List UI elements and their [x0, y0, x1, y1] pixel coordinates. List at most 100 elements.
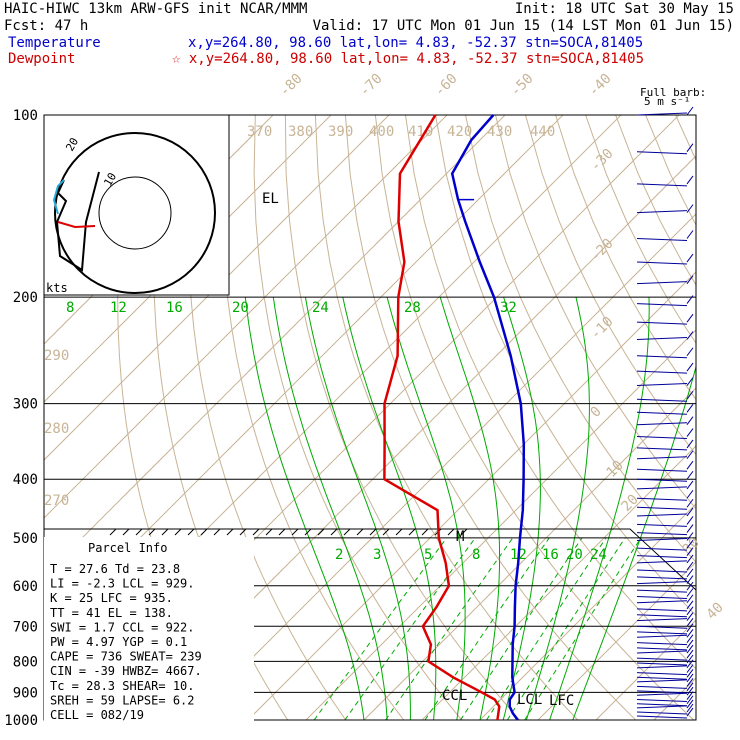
parcel-info-row: Tc = 28.3 SHEAR= 10. [50, 679, 195, 693]
wind-barb-flag [686, 673, 694, 683]
hatch-mark [252, 528, 260, 536]
mixing-ratio-label: 20 [566, 547, 583, 563]
parcel-info-row: T = 27.6 Td = 23.8 [50, 562, 180, 576]
moist-adiabat-line [342, 296, 437, 720]
wind-barb-flag [686, 594, 694, 604]
wind-barb-flag [686, 106, 694, 116]
wind-barb-flag [686, 612, 694, 621]
dry-adiabat-line [495, 115, 696, 510]
parcel-info-row: SREH = 59 LAPSE= 6.2 [50, 693, 195, 707]
isotherm-label: -70 [357, 71, 386, 100]
temperature-legend-info: x,y=264.80, 98.60 lat,lon= 4.83, -52.37 … [188, 35, 643, 51]
parcel-info-row: K = 25 LFC = 935. [50, 591, 173, 605]
parcel-info-row: CIN = -39 HWBZ= 4667. [50, 664, 202, 678]
wind-barb-flag [686, 606, 694, 616]
theta-e-label: 24 [312, 300, 329, 316]
wind-barb-shaft [636, 456, 688, 460]
dry-adiabat-line [675, 115, 696, 162]
wind-barb-flag [686, 539, 694, 549]
hatch-mark [187, 528, 195, 536]
theta-e-label: 32 [500, 300, 517, 316]
wind-barb-flag [686, 703, 694, 713]
wind-barb-flag [686, 617, 694, 627]
isotherm-line [479, 503, 696, 720]
wind-barb-shaft [636, 513, 688, 517]
wind-barb-flag [686, 695, 694, 705]
hodograph-ring-label: 10 [101, 171, 119, 189]
wind-barb-shaft [636, 634, 688, 638]
hodograph-ring-outer [54, 132, 216, 294]
dewpoint-legend-label: Dewpoint [8, 51, 75, 67]
wind-barb-flag [686, 498, 694, 508]
theta-label: 390 [328, 124, 353, 140]
dry-adiabat-line [706, 115, 740, 720]
wind-barbs [636, 106, 694, 719]
theta-e-label: 16 [166, 300, 183, 316]
wind-barb-shaft [636, 647, 688, 651]
theta-label: 440 [530, 124, 555, 140]
dry-adiabat-line [221, 115, 405, 720]
parcel-boundary [44, 528, 697, 591]
isotherm-line [44, 115, 390, 461]
hodograph: kts 20 10 [43, 114, 230, 296]
isotherm-label: -30 [588, 146, 617, 175]
wind-barb-flag [686, 275, 694, 284]
wind-barb-flag [686, 699, 694, 709]
hatch-mark [408, 528, 416, 536]
hatch-mark [135, 528, 143, 536]
dry-adiabat-line [555, 115, 696, 401]
hatch-mark [278, 528, 286, 536]
moist-adiabat-line [439, 296, 501, 720]
barb-legend-line1: Full barb: [640, 86, 706, 99]
wind-barb-flag [686, 634, 694, 643]
wind-barb-flag [686, 568, 694, 578]
hatch-mark [356, 528, 364, 536]
parcel-info-row: CAPE = 736 SWEAT= 239 [50, 650, 202, 664]
hatch-mark [395, 528, 403, 536]
wind-barb-flag [686, 516, 694, 525]
wind-barb-shaft [636, 576, 688, 580]
wind-barb-shaft [636, 676, 688, 680]
wind-barb-shaft [636, 711, 688, 715]
wind-barb-shaft [636, 447, 688, 451]
theta-label: 290 [44, 348, 69, 364]
wind-barb-shaft [636, 692, 688, 696]
isotherm-line [189, 213, 696, 720]
theta-e-label: 20 [232, 300, 249, 316]
pressure-axis: 100 200 300 400 500 600 700 800 900 1000 [4, 108, 38, 729]
mixing-ratio-line [460, 537, 583, 720]
wind-barb-flag [686, 649, 694, 659]
wind-barb-flag [686, 659, 694, 669]
isotherm-label: -40 [586, 71, 615, 100]
wind-barb-flag [686, 331, 694, 340]
wind-barb-shaft [636, 596, 688, 600]
isotherm-line [247, 271, 696, 720]
wind-barb-flag [686, 623, 694, 633]
pressure-label: 500 [13, 531, 38, 547]
wind-barb-flag [686, 682, 694, 692]
hatch-mark [291, 528, 299, 536]
wind-barb-flag [686, 532, 694, 541]
model-title: HAIC-HIWC 13km ARW-GFS init NCAR/MMM [4, 1, 307, 17]
pressure-label: 300 [13, 397, 38, 413]
wind-barb-shaft [636, 383, 688, 387]
parcel-info-row: TT = 41 EL = 138. [50, 606, 173, 620]
pressure-label: 900 [13, 685, 38, 701]
moist-adiabat-line [386, 296, 466, 720]
theta-e-label: 12 [110, 300, 127, 316]
wind-barb-shaft [636, 468, 688, 472]
plot-frame [43, 114, 697, 721]
wind-barb-flag [686, 524, 694, 533]
hatch-mark [109, 528, 117, 536]
isotherm-label: -60 [432, 71, 461, 100]
wind-barb-flag [686, 313, 694, 323]
wind-barb-flag [686, 547, 694, 556]
wind-barb-shaft [636, 589, 688, 593]
wind-barb-flag [686, 581, 694, 591]
wind-barb-shaft [636, 600, 688, 604]
hatch-mark [122, 528, 130, 536]
wind-barb-shaft [636, 261, 688, 265]
wind-barb-flag [686, 439, 694, 449]
wind-barb-flag [686, 460, 694, 470]
